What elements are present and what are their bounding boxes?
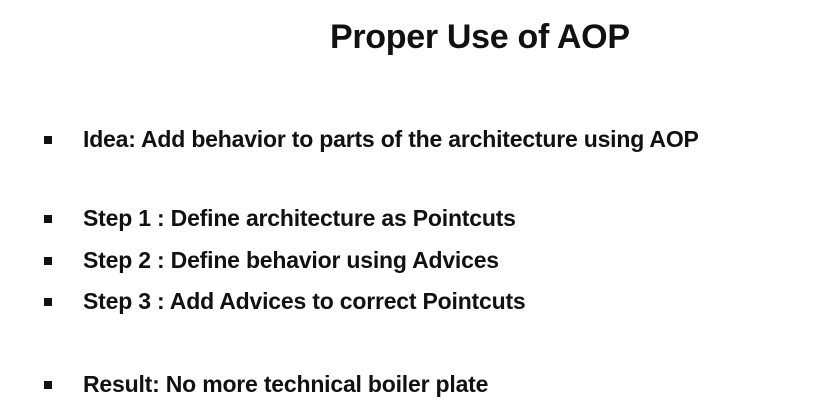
bullet-text: Step 3 : Add Advices to correct Pointcut… — [83, 288, 526, 314]
bullet-text: Step 1 : Define architecture as Pointcut… — [83, 205, 516, 231]
bullet-text: Idea: Add behavior to parts of the archi… — [83, 126, 699, 152]
slide-title: Proper Use of AOP — [330, 18, 630, 56]
bullet-item-step-2: Step 2 : Define behavior using Advices — [44, 247, 499, 274]
square-bullet-icon — [44, 256, 52, 265]
bullet-text: Result: No more technical boiler plate — [83, 371, 489, 397]
bullet-item-step-3: Step 3 : Add Advices to correct Pointcut… — [44, 288, 526, 315]
square-bullet-icon — [44, 214, 52, 223]
square-bullet-icon — [44, 135, 52, 144]
square-bullet-icon — [44, 380, 52, 389]
bullet-item-result: Result: No more technical boiler plate — [44, 371, 488, 398]
bullet-item-step-1: Step 1 : Define architecture as Pointcut… — [44, 205, 516, 232]
bullet-item-idea: Idea: Add behavior to parts of the archi… — [44, 126, 699, 153]
bullet-text: Step 2 : Define behavior using Advices — [83, 247, 499, 273]
square-bullet-icon — [44, 297, 52, 306]
